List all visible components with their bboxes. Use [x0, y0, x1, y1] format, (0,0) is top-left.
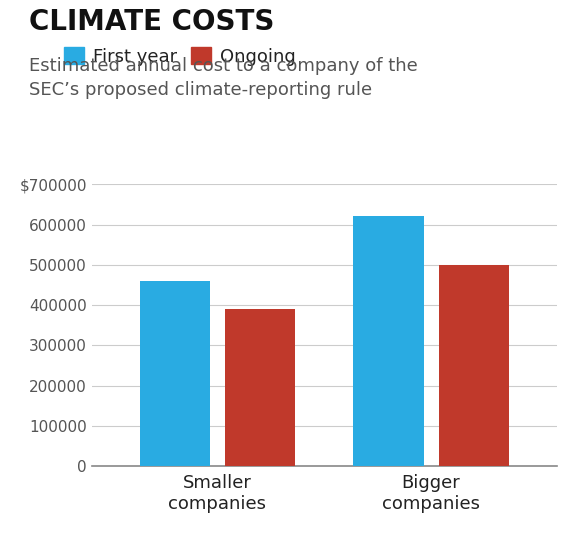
Bar — [353, 216, 424, 466]
Text: Estimated annual cost to a company of the
SEC’s proposed climate-reporting rule: Estimated annual cost to a company of th… — [29, 57, 417, 99]
Bar — [139, 281, 210, 466]
Bar — [439, 265, 509, 466]
Bar — [225, 309, 296, 466]
Text: CLIMATE COSTS: CLIMATE COSTS — [29, 8, 274, 36]
Legend: First year, Ongoing: First year, Ongoing — [64, 47, 296, 66]
